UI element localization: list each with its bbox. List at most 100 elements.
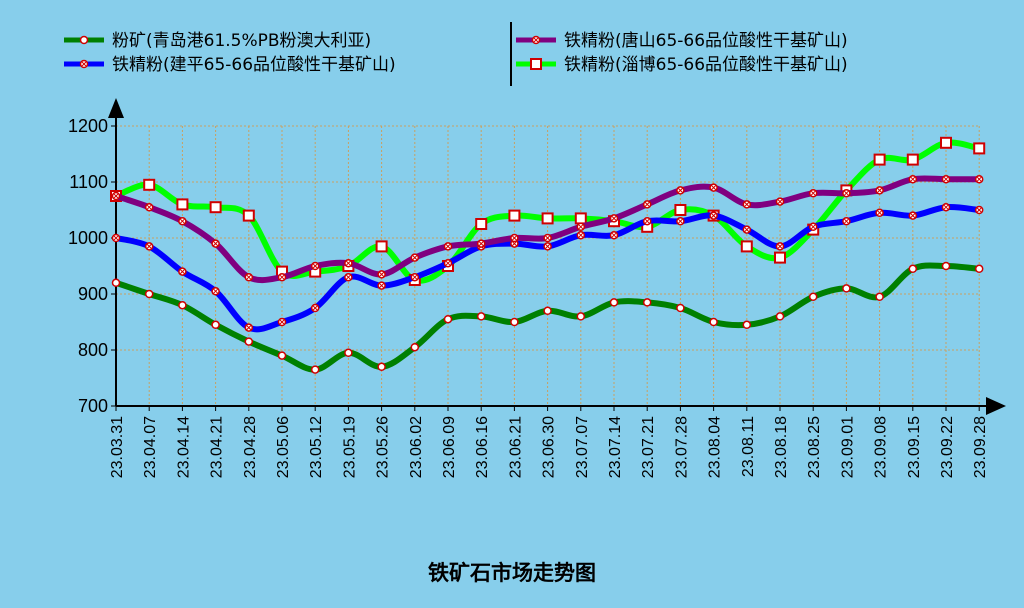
data-point-marker — [310, 303, 320, 313]
data-point-marker — [476, 312, 486, 321]
y-tick-label: 1100 — [69, 172, 108, 192]
data-point-marker — [908, 174, 918, 184]
data-point-marker — [576, 222, 586, 232]
data-point-marker — [742, 200, 752, 209]
data-point-marker — [344, 272, 353, 282]
x-tick-label: 23.05.26 — [375, 416, 392, 478]
x-tick-label: 23.05.06 — [275, 416, 292, 478]
x-tick-label: 23.05.12 — [308, 416, 325, 478]
data-point-marker — [176, 198, 189, 211]
x-tick-label: 23.09.22 — [939, 416, 956, 478]
data-point-marker — [144, 242, 154, 251]
data-point-marker — [576, 312, 586, 321]
data-point-marker — [709, 183, 718, 192]
x-tick-label: 23.06.16 — [474, 416, 491, 478]
data-point-marker — [510, 317, 519, 327]
data-point-marker — [377, 362, 386, 372]
data-point-marker — [531, 35, 541, 45]
x-tick-label: 23.09.28 — [972, 416, 989, 478]
data-point-marker — [508, 209, 521, 222]
data-point-marker — [742, 225, 752, 234]
data-point-marker — [111, 191, 121, 201]
data-point-marker — [709, 317, 718, 327]
x-tick-label: 23.04.28 — [242, 416, 259, 478]
x-tick-label: 23.04.14 — [175, 416, 192, 478]
y-tick-label: 1200 — [68, 116, 108, 136]
data-point-marker — [211, 286, 220, 296]
y-tick-labels: 700 800 900 1000 1100 1200 — [68, 116, 108, 416]
data-point-marker — [443, 258, 453, 268]
data-point-marker — [941, 261, 951, 271]
y-tick-label: 700 — [78, 396, 108, 416]
data-point-marker — [410, 253, 420, 262]
x-tick-label: 23.09.08 — [873, 416, 890, 478]
data-point-marker — [211, 320, 220, 330]
data-point-marker — [211, 239, 220, 248]
data-point-marker — [209, 201, 222, 214]
data-point-marker — [808, 292, 818, 302]
legend-label: 铁精粉(唐山65-66品位酸性干基矿山) — [564, 30, 848, 51]
data-point-marker — [974, 174, 984, 184]
data-point-marker — [808, 222, 818, 232]
legend-item: 粉矿(青岛港61.5%PB粉澳大利亚) — [64, 31, 371, 51]
data-point-marker — [178, 216, 187, 226]
data-point-marker — [111, 278, 121, 288]
data-point-marker — [244, 323, 254, 332]
x-tick-label: 23.07.14 — [607, 416, 624, 478]
data-point-marker — [543, 242, 552, 251]
data-point-marker — [875, 208, 884, 218]
data-point-marker — [642, 200, 652, 209]
data-point-marker — [609, 298, 619, 307]
data-point-marker — [842, 284, 851, 293]
data-point-marker — [344, 348, 353, 358]
data-point-marker — [974, 205, 984, 215]
x-tick-label: 23.04.21 — [209, 416, 226, 478]
x-tick-label: 23.08.11 — [740, 416, 757, 477]
x-tick-label: 23.04.07 — [142, 416, 159, 478]
x-tick-label: 23.06.02 — [408, 416, 425, 478]
data-point-marker — [676, 216, 685, 226]
data-point-marker — [79, 35, 89, 45]
series-1 — [111, 261, 984, 374]
data-point-marker — [277, 317, 287, 327]
data-point-marker — [742, 320, 752, 330]
data-point-marker — [941, 174, 951, 184]
data-point-marker — [144, 202, 154, 212]
data-point-marker — [775, 312, 785, 321]
x-tick-label: 23.07.21 — [640, 416, 657, 478]
data-point-marker — [609, 230, 619, 240]
data-point-marker — [144, 289, 154, 299]
data-point-marker — [277, 272, 287, 282]
data-point-marker — [774, 251, 786, 264]
data-point-marker — [178, 267, 187, 276]
data-point-marker — [375, 240, 388, 253]
data-point-marker — [510, 233, 519, 243]
legend-label: 铁精粉(淄博65-66品位酸性干基矿山) — [564, 55, 848, 75]
y-tick-label: 1000 — [68, 228, 108, 248]
x-tick-label: 23.07.07 — [574, 416, 591, 478]
y-tick-label: 800 — [78, 340, 108, 360]
data-point-marker — [530, 58, 542, 70]
data-point-marker — [974, 264, 984, 274]
data-point-marker — [377, 270, 386, 279]
series-3 — [111, 202, 984, 333]
data-point-marker — [908, 211, 918, 220]
data-point-marker — [541, 212, 554, 225]
data-point-marker — [609, 214, 619, 223]
data-point-marker — [178, 300, 187, 310]
x-tick-labels: 23.03.31 23.04.07 23.04.14 23.04.21 23.04.28… — [109, 416, 989, 478]
series-2 — [111, 174, 984, 284]
data-point-marker — [475, 218, 488, 230]
data-point-marker — [973, 142, 986, 155]
data-point-marker — [940, 136, 952, 149]
data-point-marker — [676, 303, 685, 313]
x-tick-label: 23.06.30 — [541, 416, 558, 478]
data-point-marker — [277, 351, 287, 360]
data-point-marker — [443, 242, 453, 251]
data-point-marker — [875, 186, 884, 195]
data-point-marker — [543, 306, 552, 316]
x-tick-label: 23.08.18 — [773, 416, 790, 478]
data-point-marker — [875, 292, 884, 302]
